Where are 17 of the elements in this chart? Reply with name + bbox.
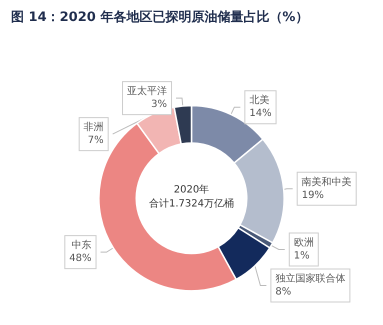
slice-label: 中东 [72, 239, 92, 252]
slice-label: 北美 [249, 94, 270, 106]
slice-label: 南美和中美 [302, 176, 352, 188]
slice-label: 非洲 [84, 121, 104, 134]
data-label: 1% [294, 250, 310, 262]
slice-label: 亚太平洋 [127, 85, 168, 98]
text: 合计1.7324万亿桶 [149, 198, 234, 210]
data-label: 7% [88, 135, 104, 146]
data-label: 14% [249, 108, 272, 120]
slice-label: 独立国家联合体 [275, 272, 346, 284]
data-label: 8% [275, 286, 292, 298]
slice-label: 欧洲 [294, 236, 314, 248]
text: 2020年 [174, 184, 210, 196]
data-label: 48% [69, 253, 92, 264]
data-label: 19% [302, 190, 324, 201]
chart-title: 图 14：2020 年各地区已探明原油储量占比（%） [11, 10, 308, 25]
data-label: 3% [151, 99, 168, 110]
